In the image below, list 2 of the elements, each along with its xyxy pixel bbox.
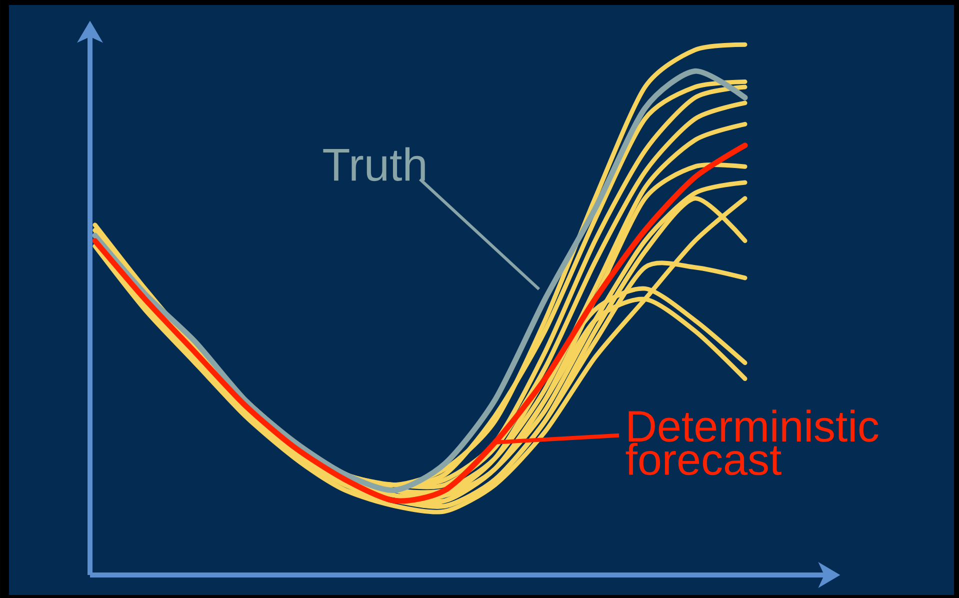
text: Truth [323, 147, 425, 182]
legend-label: Deterministic forecast [626, 410, 878, 476]
